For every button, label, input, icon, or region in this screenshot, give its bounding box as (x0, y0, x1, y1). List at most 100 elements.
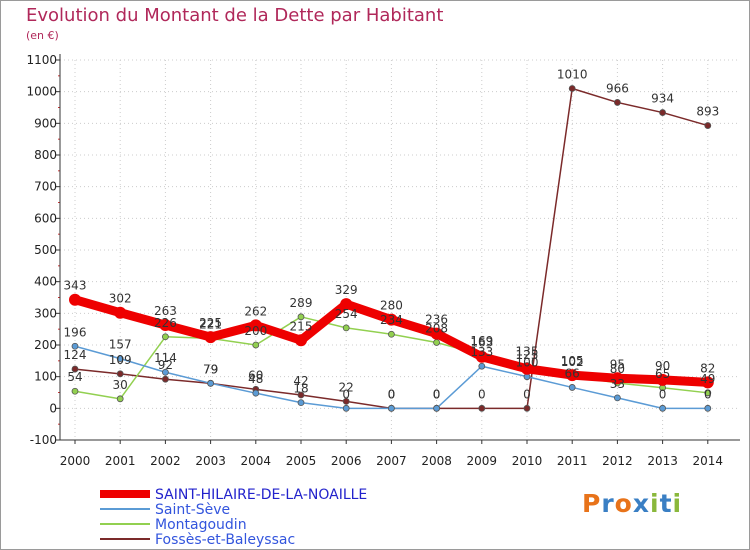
x-tick-label: 2004 (241, 454, 272, 468)
data-label-1: 125 (516, 348, 539, 362)
data-label-3: 200 (244, 324, 267, 338)
y-tick-label: 0 (49, 401, 57, 415)
y-tick-label: 800 (34, 148, 57, 162)
data-label-2: 33 (610, 377, 625, 391)
legend-label-4: Fossès-et-Baleyssac (155, 532, 295, 548)
x-tick-label: 2013 (647, 454, 678, 468)
logo-letter: x (632, 489, 650, 518)
data-point-1 (475, 350, 488, 363)
data-point-1 (701, 376, 714, 389)
data-point-3 (704, 389, 712, 397)
data-label-2: 0 (342, 387, 350, 401)
data-label-3: 254 (335, 307, 358, 321)
data-point-3 (297, 313, 305, 321)
data-label-1: 236 (425, 313, 448, 327)
data-label-4: 0 (523, 387, 531, 401)
data-label-3: 135 (516, 345, 539, 359)
data-point-4 (659, 109, 666, 116)
data-label-3: 30 (113, 378, 128, 392)
data-label-2: 114 (154, 351, 177, 365)
data-label-4: 934 (651, 92, 674, 106)
data-point-2 (342, 404, 350, 412)
data-label-4: 1010 (557, 68, 588, 82)
y-tick-label: -100 (30, 433, 57, 447)
x-tick-label: 2014 (693, 454, 724, 468)
data-label-4: 0 (433, 387, 441, 401)
data-label-1: 163 (470, 336, 493, 350)
data-point-4 (71, 365, 79, 373)
data-label-3: 234 (380, 313, 403, 327)
data-point-4 (478, 404, 486, 412)
data-label-2: 0 (433, 387, 441, 401)
data-label-1: 105 (561, 354, 584, 368)
data-label-1: 225 (199, 316, 222, 330)
data-label-3: 65 (655, 367, 670, 381)
x-tick-label: 2000 (60, 454, 91, 468)
y-tick-label: 200 (34, 338, 57, 352)
logo-letter: P (582, 489, 602, 518)
x-tick-label: 2011 (557, 454, 588, 468)
data-label-4: 42 (293, 374, 308, 388)
data-label-1: 262 (244, 304, 267, 318)
data-label-4: 0 (388, 387, 396, 401)
data-label-1: 90 (655, 359, 670, 373)
data-label-3: 169 (470, 334, 493, 348)
data-point-2 (614, 394, 621, 402)
data-point-1 (69, 293, 81, 306)
data-point-2 (704, 404, 712, 412)
logo-letter: i (672, 489, 683, 518)
data-label-1: 302 (109, 292, 132, 306)
data-label-2: 100 (516, 356, 539, 370)
data-label-3: 221 (199, 317, 222, 331)
data-point-4 (161, 375, 169, 383)
y-tick-label: 500 (34, 243, 57, 257)
data-point-1 (340, 298, 353, 311)
data-label-3: 289 (290, 296, 313, 310)
data-label-3: 226 (154, 316, 177, 330)
data-point-2 (207, 379, 215, 387)
logo-letter: t (659, 489, 673, 518)
legend-label-2: Saint-Sève (155, 502, 230, 518)
y-tick-label: 700 (34, 180, 57, 194)
data-point-4 (614, 99, 621, 106)
y-tick-label: 400 (34, 275, 57, 289)
data-label-2: 79 (203, 362, 218, 376)
y-tick-label: 300 (34, 306, 57, 320)
data-label-4: 22 (339, 380, 354, 394)
data-point-1 (430, 327, 443, 340)
x-tick-label: 2005 (286, 454, 317, 468)
data-label-2: 196 (64, 325, 87, 339)
data-point-3 (387, 330, 395, 338)
data-label-1: 263 (154, 304, 177, 318)
data-point-3 (433, 339, 441, 346)
x-tick-label: 2006 (331, 454, 362, 468)
x-tick-label: 2001 (105, 454, 136, 468)
y-tick-label: 1100 (26, 53, 57, 67)
x-tick-label: 2007 (376, 454, 407, 468)
x-tick-label: 2012 (602, 454, 633, 468)
legend-label-3: Montagoudin (155, 517, 247, 533)
x-tick-label: 2009 (467, 454, 498, 468)
data-label-3: 102 (561, 355, 584, 369)
data-point-4 (297, 391, 305, 399)
legend-label-1: SAINT-HILAIRE-DE-LA-NOAILLE (155, 487, 367, 503)
data-label-4: 60 (248, 368, 263, 382)
y-tick-label: 100 (34, 370, 57, 384)
data-label-4: 92 (158, 358, 173, 372)
data-label-3: 54 (67, 370, 82, 384)
data-point-1 (611, 372, 624, 385)
data-point-3 (116, 395, 124, 403)
data-point-1 (249, 319, 262, 332)
data-point-4 (568, 85, 576, 92)
y-tick-label: 900 (34, 116, 57, 130)
data-point-1 (656, 373, 669, 386)
data-label-2: 66 (565, 366, 580, 380)
data-point-1 (566, 369, 579, 382)
proxiti-logo: Proxiti (582, 489, 682, 518)
y-tick-label: 600 (34, 211, 57, 225)
data-label-2: 133 (470, 345, 493, 359)
data-label-2: 0 (704, 387, 712, 401)
chart-title: Evolution du Montant de la Dette par Hab… (26, 5, 444, 26)
data-label-4: 124 (64, 348, 87, 362)
